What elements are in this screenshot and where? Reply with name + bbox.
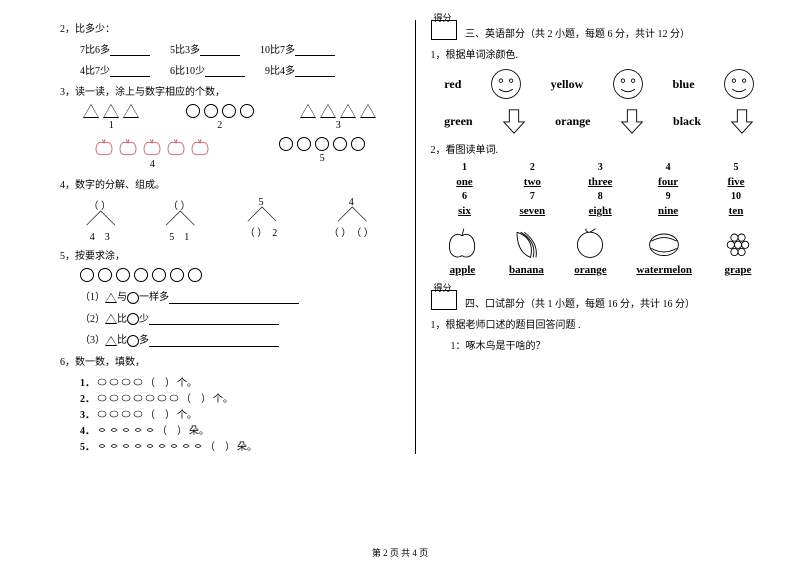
apple-icon xyxy=(94,137,114,157)
q2-title: 2，比多少： xyxy=(60,20,400,35)
q5-circles xyxy=(80,268,400,282)
q4-decomp: （ ）／＼4 3 （ ）／＼5 1 5／＼（ ） 2 4／＼（ ） （ ） xyxy=(60,197,400,243)
blank[interactable] xyxy=(295,67,335,77)
q2-item: 7比6多 xyxy=(80,41,150,56)
watermelon-icon xyxy=(646,225,682,261)
score-box[interactable]: 得分 xyxy=(431,20,457,40)
num-row: 678910 xyxy=(431,191,771,202)
s4-q1: 1，根据老师口述的题目回答问题 . xyxy=(431,316,771,331)
q4-title: 4，数字的分解、组成。 xyxy=(60,176,400,191)
q2-item: 4比7少 xyxy=(80,62,150,77)
q6-title: 6，数一数，填数， xyxy=(60,353,400,368)
s3-q1: 1，根据单词涂颜色. xyxy=(431,46,771,61)
q2-item: 10比7多 xyxy=(260,41,335,56)
arrow-down-icon xyxy=(500,107,528,135)
face-icon xyxy=(489,67,523,101)
q3-title: 3，读一读，涂上与数字相应的个数， xyxy=(60,83,400,98)
apple-icon xyxy=(444,225,480,261)
section4-title: 四、口试部分（共 1 小题，每题 16 分，共计 16 分） xyxy=(465,295,695,310)
score-box[interactable]: 得分 xyxy=(431,290,457,310)
blank[interactable] xyxy=(110,46,150,56)
q2-item: 5比3多 xyxy=(170,41,240,56)
banana-icon xyxy=(508,225,544,261)
blank[interactable] xyxy=(110,67,150,77)
section3-title: 三、英语部分（共 2 小题，每题 6 分，共计 12 分） xyxy=(465,25,690,40)
grape-icon xyxy=(720,225,756,261)
blank[interactable] xyxy=(200,46,240,56)
page-footer: 第 2 页 共 4 页 xyxy=(0,546,800,559)
q5-item: （1）与一样多 xyxy=(80,288,400,304)
q5-title: 5，按要求涂， xyxy=(60,247,400,262)
color-row-2: green orange black xyxy=(431,107,771,135)
q6-list: 1．（ ）个。 2．（ ）个。 3．（ ）个。 4．（ ）朵。 5．（ ）朵。 xyxy=(60,374,400,453)
fruit-row: apple banana orange watermelon grape xyxy=(431,225,771,276)
blank[interactable] xyxy=(169,294,299,304)
num-row: 12345 xyxy=(431,162,771,173)
q2-item: 6比10少 xyxy=(170,62,245,77)
blank[interactable] xyxy=(205,67,245,77)
blank[interactable] xyxy=(149,315,279,325)
color-row-1: red yellow blue xyxy=(431,67,771,101)
q5-item: （2）比少 xyxy=(80,310,400,326)
q2-item: 9比4多 xyxy=(265,62,335,77)
q3-shapes-bottom: 4 5 xyxy=(60,137,400,170)
column-divider xyxy=(415,20,416,454)
s3-q2: 2，看图读单词. xyxy=(431,141,771,156)
s4-sub: 1：啄木鸟是干啥的？ xyxy=(431,337,771,352)
blank[interactable] xyxy=(149,337,279,347)
q5-item: （3）比多 xyxy=(80,331,400,347)
q3-shapes-top: 1 2 3 xyxy=(60,104,400,131)
blank[interactable] xyxy=(295,46,335,56)
word-row: onetwothreefourfive xyxy=(431,176,771,188)
word-row: sixseveneightnineten xyxy=(431,205,771,217)
orange-icon xyxy=(572,225,608,261)
